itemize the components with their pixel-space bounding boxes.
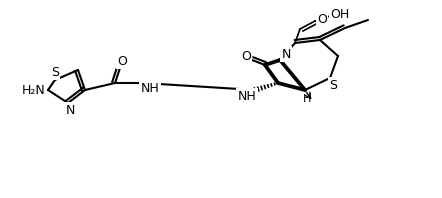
Text: O: O (117, 54, 127, 68)
Text: N: N (65, 104, 75, 116)
Text: OH: OH (330, 8, 350, 21)
Text: S: S (51, 66, 59, 78)
Text: NH: NH (238, 89, 256, 103)
Text: O: O (241, 50, 251, 63)
Text: NH: NH (141, 82, 160, 94)
Text: H₂N: H₂N (22, 84, 46, 96)
Text: S: S (329, 78, 337, 91)
Text: H: H (303, 94, 311, 104)
Text: N: N (281, 48, 291, 61)
Text: O: O (317, 12, 327, 26)
